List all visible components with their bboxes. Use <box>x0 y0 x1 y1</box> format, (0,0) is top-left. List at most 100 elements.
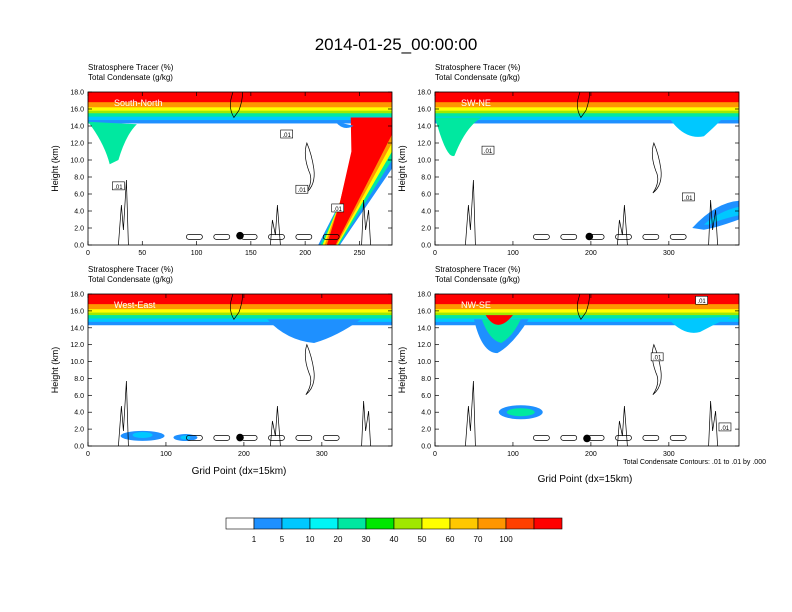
tracer-field <box>88 294 392 446</box>
colorbar-label: 20 <box>334 535 343 544</box>
tracer-field: .01 .01 .01 .01 <box>88 92 392 245</box>
contour-label-box <box>112 181 125 191</box>
x-tick-label: 100 <box>507 451 519 458</box>
colorbar-swatch <box>477 517 507 530</box>
panel-west-east: Stratosphere Tracer (%)Total Condensate … <box>50 265 393 458</box>
y-axis-label: Height (km) <box>50 347 60 394</box>
contour-label-box <box>650 352 664 362</box>
y-tick-label: 0.0 <box>421 243 431 250</box>
condensate-contours <box>118 294 371 446</box>
tracer-plume <box>668 117 724 137</box>
y-tick-label: 6.0 <box>421 192 431 199</box>
contour-label: .01 <box>721 426 730 432</box>
x-tick-label: 200 <box>585 250 597 257</box>
y-tick-label: 12.0 <box>417 141 431 148</box>
colorbar-label: 1 <box>252 535 257 544</box>
tracer-blob <box>506 408 535 417</box>
y-tick-label: 12.0 <box>417 342 431 349</box>
contour-label: .01 <box>653 356 662 362</box>
y-tick-label: 8.0 <box>421 175 431 182</box>
colorbar-swatch <box>225 517 255 530</box>
panel-south-north: Stratosphere Tracer (%)Total Condensate … <box>50 63 393 257</box>
x-tick-label: 300 <box>663 250 675 257</box>
colorbar-label: 40 <box>390 535 399 544</box>
y-tick-label: 16.0 <box>70 107 84 114</box>
x-tick-label: 200 <box>585 451 597 458</box>
y-tick-label: 18.0 <box>417 292 431 299</box>
contour-label: .01 <box>298 188 307 194</box>
y-tick-label: 4.0 <box>421 410 431 417</box>
colorbar-swatch <box>365 517 395 530</box>
contour-label: .01 <box>697 299 706 305</box>
y-tick-label: 8.0 <box>421 376 431 383</box>
colorbar: 1 5 10 20 30 40 50 60 70 100 <box>225 517 563 544</box>
location-dot <box>583 434 591 443</box>
panel-header-condensate: Total Condensate (g/kg) <box>435 275 520 284</box>
condensate-contours <box>465 92 718 245</box>
tracer-plume <box>435 117 482 157</box>
tracer-fold <box>326 117 392 245</box>
panel-header-tracer: Stratosphere Tracer (%) <box>435 265 521 274</box>
x-tick-label: 200 <box>238 451 250 458</box>
panel-header-condensate: Total Condensate (g/kg) <box>88 73 173 82</box>
tracer-plume <box>335 121 354 128</box>
location-dot <box>585 232 594 241</box>
tracer-blob <box>180 435 191 440</box>
x-tick-label: 0 <box>86 250 90 257</box>
tracer-plume <box>703 206 739 225</box>
panel-sw-ne: Stratosphere Tracer (%)Total Condensate … <box>397 63 740 257</box>
x-tick-label: 250 <box>354 250 366 257</box>
contour-label-box <box>682 192 695 202</box>
panel-frame <box>87 91 393 246</box>
y-tick-label: 12.0 <box>70 342 84 349</box>
colorbar-swatch <box>281 517 311 530</box>
y-tick-label: 12.0 <box>70 141 84 148</box>
y-tick-label: 10.0 <box>417 359 431 366</box>
colorbar-swatch <box>421 517 451 530</box>
x-tick-label: 300 <box>316 451 328 458</box>
colorbar-label: 30 <box>362 535 371 544</box>
panel-name-label: West-East <box>114 300 156 310</box>
panel-nw-se: Stratosphere Tracer (%)Total Condensate … <box>397 265 740 458</box>
y-tick-label: 16.0 <box>417 308 431 315</box>
y-axis-label: Height (km) <box>50 145 60 192</box>
panel-name-label: NW-SE <box>461 300 491 310</box>
x-axis-label-left: Grid Point (dx=15km) <box>192 466 287 477</box>
contour-label: .01 <box>484 149 493 155</box>
tracer-plume <box>88 121 137 165</box>
y-tick-label: 2.0 <box>74 226 84 233</box>
colorbar-swatch <box>505 517 535 530</box>
colorbar-label: 100 <box>499 535 513 544</box>
tracer-plume <box>267 319 361 343</box>
tracer-field: .01 .01 .01 <box>435 294 739 446</box>
x-tick-label: 0 <box>86 451 90 458</box>
panel-header-tracer: Stratosphere Tracer (%) <box>88 265 174 274</box>
y-tick-label: 8.0 <box>74 376 84 383</box>
y-tick-label: 4.0 <box>74 209 84 216</box>
y-tick-label: 2.0 <box>421 226 431 233</box>
contour-label-box <box>295 184 309 194</box>
colorbar-swatch <box>309 517 339 530</box>
contour-label-box <box>695 295 708 305</box>
tracer-band <box>88 294 392 305</box>
y-tick-label: 16.0 <box>70 308 84 315</box>
panel-header-tracer: Stratosphere Tracer (%) <box>88 63 174 72</box>
panel-name-label: SW-NE <box>461 98 491 108</box>
x-tick-label: 100 <box>191 250 203 257</box>
contour-label: .01 <box>334 207 343 213</box>
colorbar-swatch <box>393 517 423 530</box>
colorbar-label: 10 <box>306 535 315 544</box>
panel-frame <box>87 293 393 447</box>
y-tick-label: 18.0 <box>417 90 431 97</box>
figure-title: 2014-01-25_00:00:00 <box>315 35 478 54</box>
colorbar-swatch <box>253 517 283 530</box>
panels: Stratosphere Tracer (%)Total Condensate … <box>50 63 740 458</box>
x-tick-label: 200 <box>299 250 311 257</box>
panel-header-tracer: Stratosphere Tracer (%) <box>435 63 521 72</box>
panel-header-condensate: Total Condensate (g/kg) <box>435 73 520 82</box>
colorbar-label: 60 <box>446 535 455 544</box>
x-tick-label: 100 <box>507 250 519 257</box>
y-tick-label: 18.0 <box>70 292 84 299</box>
y-tick-label: 6.0 <box>421 393 431 400</box>
